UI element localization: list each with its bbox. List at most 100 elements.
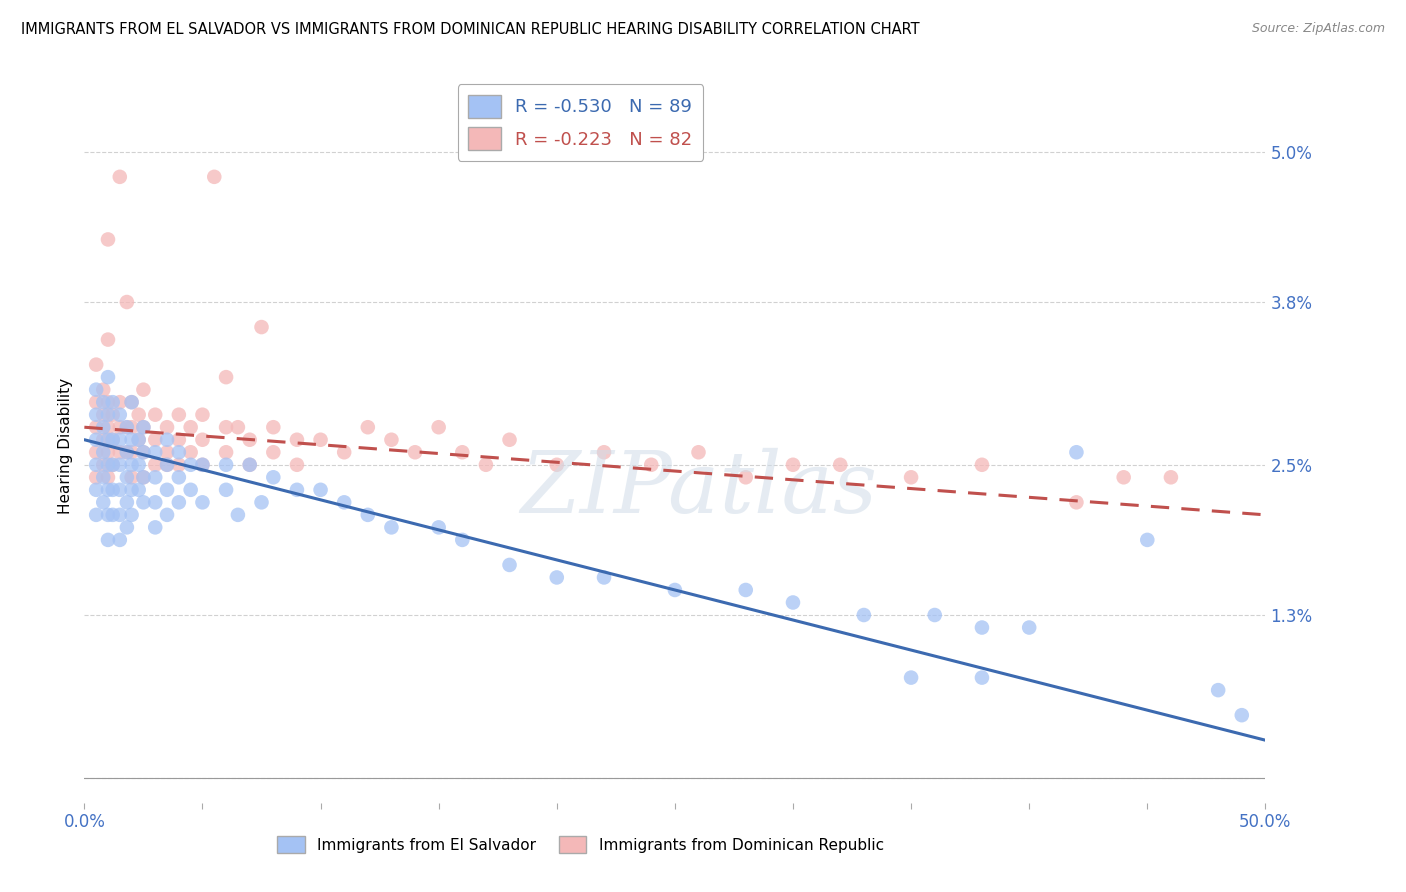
Point bbox=[380, 433, 402, 447]
Point bbox=[357, 508, 380, 522]
Point bbox=[132, 383, 155, 397]
Point bbox=[734, 582, 756, 597]
Point bbox=[84, 408, 107, 422]
Point bbox=[143, 445, 166, 459]
Point bbox=[143, 520, 166, 534]
Text: IMMIGRANTS FROM EL SALVADOR VS IMMIGRANTS FROM DOMINICAN REPUBLIC HEARING DISABI: IMMIGRANTS FROM EL SALVADOR VS IMMIGRANT… bbox=[21, 22, 920, 37]
Text: Source: ZipAtlas.com: Source: ZipAtlas.com bbox=[1251, 22, 1385, 36]
Point bbox=[262, 420, 284, 434]
Point bbox=[91, 408, 114, 422]
Point bbox=[121, 483, 143, 497]
Point bbox=[1018, 621, 1040, 635]
Point bbox=[970, 671, 993, 685]
Point bbox=[84, 458, 107, 472]
Point bbox=[167, 433, 190, 447]
Point bbox=[239, 458, 262, 472]
Point bbox=[239, 458, 262, 472]
Point bbox=[128, 458, 150, 472]
Point bbox=[97, 333, 120, 347]
Point bbox=[215, 483, 238, 497]
Point bbox=[128, 433, 150, 447]
Point bbox=[101, 458, 124, 472]
Point bbox=[215, 458, 238, 472]
Point bbox=[156, 458, 179, 472]
Point bbox=[640, 458, 662, 472]
Point bbox=[101, 395, 124, 409]
Point bbox=[121, 445, 143, 459]
Point bbox=[115, 520, 138, 534]
Point bbox=[128, 433, 150, 447]
Point bbox=[128, 408, 150, 422]
Point bbox=[1230, 708, 1253, 723]
Point bbox=[380, 520, 402, 534]
Point bbox=[333, 495, 356, 509]
Point bbox=[121, 420, 143, 434]
Point bbox=[84, 420, 107, 434]
Point bbox=[191, 458, 214, 472]
Point bbox=[1066, 495, 1088, 509]
Point bbox=[156, 508, 179, 522]
Point bbox=[1206, 683, 1229, 698]
Point bbox=[97, 445, 120, 459]
Point bbox=[688, 445, 710, 459]
Point bbox=[167, 445, 190, 459]
Point bbox=[101, 408, 124, 422]
Point bbox=[91, 395, 114, 409]
Point bbox=[262, 445, 284, 459]
Point bbox=[239, 433, 262, 447]
Point bbox=[97, 232, 120, 246]
Point bbox=[108, 483, 131, 497]
Point bbox=[91, 433, 114, 447]
Point bbox=[84, 470, 107, 484]
Point bbox=[285, 483, 308, 497]
Point bbox=[108, 533, 131, 547]
Point bbox=[852, 607, 875, 622]
Point bbox=[427, 520, 450, 534]
Point bbox=[101, 433, 124, 447]
Point bbox=[143, 433, 166, 447]
Point bbox=[830, 458, 852, 472]
Point bbox=[84, 445, 107, 459]
Point bbox=[451, 533, 474, 547]
Point bbox=[262, 470, 284, 484]
Point bbox=[97, 483, 120, 497]
Point bbox=[91, 420, 114, 434]
Point bbox=[91, 495, 114, 509]
Point bbox=[191, 495, 214, 509]
Point bbox=[121, 433, 143, 447]
Point bbox=[132, 445, 155, 459]
Point bbox=[115, 295, 138, 310]
Point bbox=[121, 458, 143, 472]
Point bbox=[167, 408, 190, 422]
Point bbox=[167, 458, 190, 472]
Point bbox=[132, 495, 155, 509]
Point bbox=[226, 420, 249, 434]
Point bbox=[101, 458, 124, 472]
Point bbox=[84, 483, 107, 497]
Point bbox=[108, 169, 131, 184]
Point bbox=[143, 458, 166, 472]
Y-axis label: Hearing Disability: Hearing Disability bbox=[58, 378, 73, 514]
Point bbox=[143, 408, 166, 422]
Point bbox=[285, 433, 308, 447]
Point bbox=[143, 495, 166, 509]
Point bbox=[1136, 533, 1159, 547]
Point bbox=[333, 445, 356, 459]
Point bbox=[91, 383, 114, 397]
Point bbox=[91, 445, 114, 459]
Point bbox=[250, 495, 273, 509]
Point bbox=[84, 433, 107, 447]
Point bbox=[475, 458, 498, 472]
Point bbox=[108, 508, 131, 522]
Point bbox=[132, 470, 155, 484]
Point bbox=[132, 445, 155, 459]
Point bbox=[180, 445, 202, 459]
Point bbox=[108, 458, 131, 472]
Point bbox=[115, 445, 138, 459]
Point bbox=[128, 483, 150, 497]
Point bbox=[132, 420, 155, 434]
Point bbox=[97, 533, 120, 547]
Point bbox=[115, 495, 138, 509]
Point bbox=[782, 458, 804, 472]
Point bbox=[97, 420, 120, 434]
